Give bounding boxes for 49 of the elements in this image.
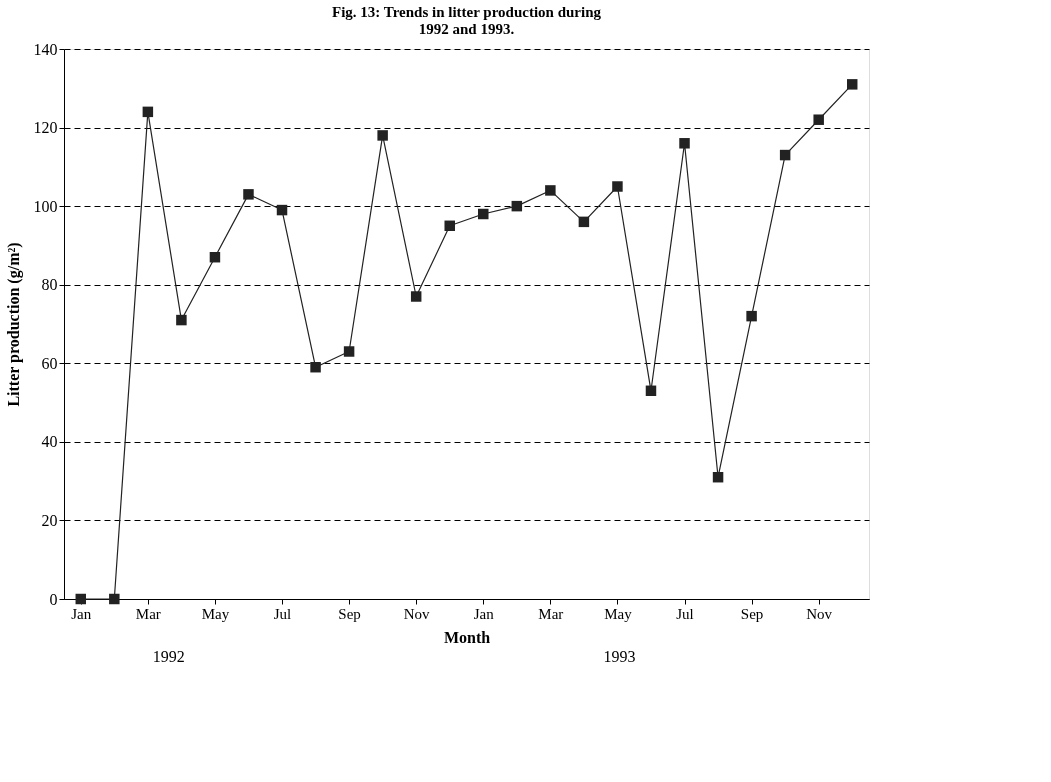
point (712, 471, 724, 483)
chart-title: Fig. 13: Trends in litter production during 1992 and 1993. (331, 4, 602, 37)
x-tick-label: Jul (273, 605, 292, 622)
point (209, 251, 221, 263)
point (645, 385, 657, 397)
point (846, 79, 858, 90)
y-axis-title: Litter production (g/m²) (4, 242, 23, 407)
x-tick-label: Nov (806, 605, 833, 622)
y-tick-label: 0 (49, 590, 58, 608)
x-tick-label: May (201, 605, 230, 622)
text: 1993 (603, 648, 636, 665)
point (779, 149, 791, 161)
point (142, 106, 154, 118)
x-axis-title: Month (443, 628, 491, 646)
y-tick-label: 80 (41, 276, 58, 294)
x-tick-label: Sep (740, 605, 764, 622)
x-tick-label: Sep (338, 605, 361, 622)
x-tick-label: May (604, 605, 633, 622)
y-tick-label: 60 (41, 354, 58, 372)
point (444, 220, 455, 232)
y-tick-label: 40 (41, 433, 58, 451)
x-tick-label: Mar (135, 605, 161, 622)
point (545, 185, 556, 196)
y-tick-label: 100 (33, 197, 58, 215)
point (578, 216, 590, 228)
point (109, 593, 120, 605)
point (276, 204, 288, 216)
point (343, 346, 355, 357)
point (679, 138, 690, 149)
point (377, 130, 388, 141)
y-tick-label: 20 (41, 511, 58, 529)
point (612, 181, 623, 192)
x-tick-label: Mar (538, 605, 564, 622)
x-tick-label: Nov (403, 605, 431, 622)
x-tick-label: Jul (676, 605, 694, 622)
y-tick-label: 140 (33, 40, 58, 58)
point (410, 291, 422, 302)
x-tick-label: Jan (473, 605, 495, 622)
point (310, 361, 321, 373)
point (478, 208, 489, 220)
y-tick-label: 120 (33, 119, 58, 137)
point (813, 114, 824, 125)
point (746, 310, 757, 322)
text: 1992 (152, 648, 185, 665)
point (511, 200, 523, 212)
point (176, 314, 187, 326)
point (243, 189, 254, 200)
x-tick-label: Jan (71, 605, 92, 622)
point (75, 593, 87, 605)
